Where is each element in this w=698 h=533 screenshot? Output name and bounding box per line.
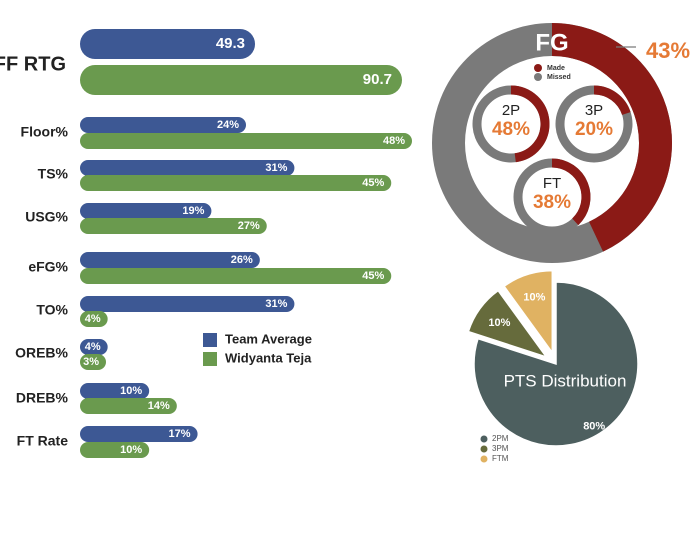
pie-slice-label: 10% [523,291,545,303]
player-value-label: 45% [362,270,384,282]
team-average-bar [80,29,256,59]
legend-dot-made [534,64,542,72]
player-bar [80,398,177,414]
team-average-bar [80,117,246,133]
player-bar [80,175,392,191]
legend-dot-missed [534,73,542,81]
player-bar [80,133,412,149]
player-value-label: 4% [85,313,101,325]
pie-slice-label: 10% [488,317,510,329]
team-average-value-label: 26% [231,254,253,266]
player-value-label: 90.7 [363,71,392,88]
fg-value-label: 43% [646,38,690,63]
player-bar [80,65,402,95]
team-average-value-label: 31% [265,162,287,174]
legend-swatch-player [203,352,217,366]
legend-label-team-average: Team Average [225,331,312,346]
player-bar [80,311,108,327]
sub-chart-value-label: 48% [492,119,530,140]
sub-made-arc [510,85,550,163]
team-average-value-label: 4% [85,341,101,353]
category-label: TO% [36,302,68,318]
sub-chart-title: FT [543,175,561,192]
legend-label-missed: Missed [547,74,571,81]
pie-legend-label: 3PM [492,444,509,453]
sub-chart-title: 3P [585,102,603,119]
pie-legend-label: FTM [492,454,509,463]
sub-chart-value-label: 38% [533,192,571,213]
category-label: Floor% [21,124,69,140]
player-bar [80,268,392,284]
team-average-bar [80,426,198,442]
team-average-value-label: 24% [217,119,239,131]
pie-legend-label: 2PM [492,434,509,443]
category-label: USG% [25,209,68,225]
category-label: OREB% [15,345,68,361]
pie-slice-ftm [503,269,554,355]
legend-label-made: Made [547,65,565,72]
fg-title: FG [535,29,568,56]
legend-label-player: Widyanta Teja [225,350,312,365]
team-average-bar [80,383,150,399]
legend-swatch-team-average [203,333,217,347]
team-average-bar [80,160,295,176]
pie-slice-label: 80% [583,421,605,433]
sub-chart-title: 2P [502,102,520,119]
sub-chart-value-label: 20% [575,119,613,140]
category-label: TS% [38,166,69,182]
player-value-label: 14% [148,400,170,412]
category-label: DREB% [16,390,69,406]
player-value-label: 48% [383,135,405,147]
sub-made-arc [551,158,591,226]
player-value-label: 27% [238,220,260,232]
team-average-value-label: 17% [169,428,191,440]
team-average-bar [80,252,260,268]
player-bar [80,218,267,234]
fg-made-arc [551,23,672,252]
pie-slice-2pm [473,281,639,447]
team-average-value-label: 31% [265,298,287,310]
team-average-bar [80,203,212,219]
player-value-label: 10% [120,444,142,456]
pie-legend-dot-2pm [480,435,488,443]
player-bar [80,442,150,458]
team-average-value-label: 49.3 [216,35,245,52]
category-label: FT Rate [17,433,69,449]
category-label: eFG% [28,259,68,275]
pie-legend-dot-ftm [480,455,488,463]
pie-legend-dot-3pm [480,445,488,453]
team-average-value-label: 19% [182,205,204,217]
team-average-bar [80,339,108,355]
player-value-label: 45% [362,177,384,189]
player-bar [80,354,106,370]
team-average-value-label: 10% [120,385,142,397]
team-average-bar [80,296,295,312]
category-label: OFF RTG [0,53,66,75]
player-value-label: 3% [83,356,99,368]
sub-made-arc [593,85,631,116]
pts-distribution-title: PTS Distribution [504,371,627,390]
pie-slice-3pm [467,289,549,359]
